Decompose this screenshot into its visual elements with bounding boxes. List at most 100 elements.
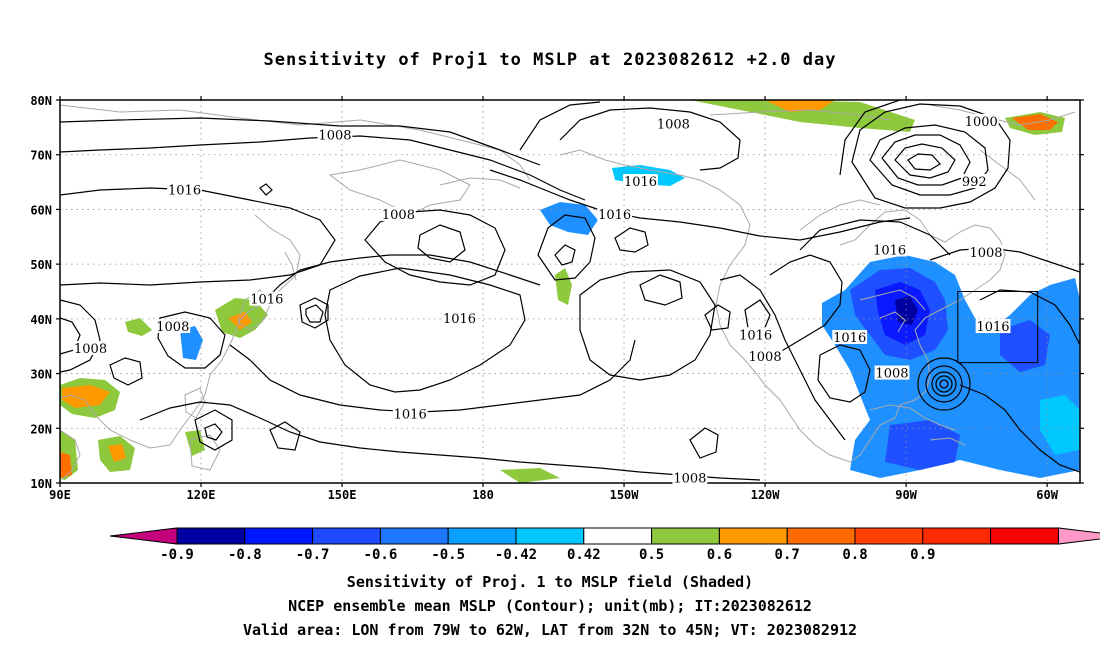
contour-label-bg <box>155 319 191 334</box>
contour-label: 1008 <box>318 129 351 144</box>
colorbar-tick-label: 0.42 <box>567 547 601 563</box>
lon-label: 90E <box>49 488 71 502</box>
shade-cyan-bering <box>540 202 598 235</box>
shade-negative-core-3 <box>895 296 918 325</box>
contour-label-bg <box>249 291 285 306</box>
contour-label: 1016 <box>598 208 631 223</box>
contour-label: 1008 <box>969 246 1002 261</box>
colorbar <box>109 527 1100 545</box>
shade-green-pacific <box>555 268 572 305</box>
caption-line-3: Valid area: LON from 79W to 62W, LAT fro… <box>242 621 858 639</box>
mslp-contours <box>60 100 1080 481</box>
colorbar-segment <box>176 527 246 545</box>
shade-green-wpac <box>185 430 205 456</box>
shade-green-arctic-1 <box>690 100 915 132</box>
colorbar-segment <box>922 527 992 545</box>
shade-cyan-japan <box>180 326 203 360</box>
contour-label: 992 <box>962 175 987 190</box>
contour-label: 1008 <box>749 350 782 365</box>
contour-label: 1016 <box>833 331 866 346</box>
contour-label: 1016 <box>624 175 657 190</box>
contour-label: 1008 <box>156 320 189 335</box>
contour-label: 1016 <box>739 328 772 343</box>
contour-label: 1016 <box>873 243 906 258</box>
shade-green-mid <box>500 468 560 483</box>
colorbar-tick-label: -0.5 <box>431 547 465 563</box>
map-title: Sensitivity of Proj1 to MSLP at 20230826… <box>263 50 837 70</box>
lon-label: 150W <box>610 488 640 502</box>
contour-label-bg <box>960 174 988 189</box>
contour-label-bg <box>381 206 416 221</box>
contour-label: 1008 <box>74 342 107 357</box>
lat-label: 30N <box>30 368 52 382</box>
contour-label: 1016 <box>443 312 476 327</box>
contour-label: 1016 <box>250 293 283 308</box>
lat-label: 80N <box>30 94 52 108</box>
shade-orange-bay <box>108 444 126 462</box>
colorbar-segment <box>651 527 720 545</box>
colorbar-tick-label: -0.7 <box>296 547 330 563</box>
longitude-labels: 90E 120E 150E 180 150W 120W 90W 60W <box>49 488 1059 502</box>
contour-label-bg <box>963 113 999 128</box>
contour-label-bg <box>747 349 783 364</box>
coastlines <box>60 104 1076 481</box>
colorbar-segment <box>854 527 924 545</box>
map-frame <box>59 99 1081 484</box>
colorbar-segment <box>447 527 517 545</box>
contour-label-bg <box>975 319 1011 334</box>
colorbar-segment <box>786 527 856 545</box>
contour-label: 1016 <box>976 320 1009 335</box>
colorbar-segment <box>515 527 585 545</box>
lat-label: 60N <box>30 203 52 217</box>
lon-label: 120W <box>751 488 781 502</box>
colorbar-segment <box>379 527 449 545</box>
valid-area-box <box>957 291 1039 364</box>
contour-label-bg <box>392 406 428 421</box>
colorbar-arrow-left <box>109 527 178 545</box>
lat-label: 10N <box>30 477 52 491</box>
contour-label: 1008 <box>673 472 706 487</box>
lon-label: 120E <box>187 488 216 502</box>
lat-label: 40N <box>30 313 52 327</box>
sensitivity-shading <box>60 100 1080 483</box>
contour-label-bg <box>874 365 910 380</box>
colorbar-tick-label: 0.7 <box>775 547 800 563</box>
shade-orange-arctic <box>765 100 835 112</box>
contour-labels: 1008 1008 1000 992 1016 1016 1008 1016 1016 1008 1… <box>73 113 1011 487</box>
contour-label: 1016 <box>394 408 427 423</box>
contour-label: 1016 <box>168 183 201 198</box>
caption-line-1: Sensitivity of Proj. 1 to MSLP field (Sh… <box>346 573 754 591</box>
colorbar-segment <box>244 527 314 545</box>
contour-label-bg <box>872 242 908 257</box>
contour-label-bg <box>832 330 868 345</box>
colorbar-segment <box>312 527 381 545</box>
axis-ticks <box>56 96 1084 487</box>
colorbar-tick-label: -0.9 <box>160 547 194 563</box>
contour-label-bg <box>73 340 108 355</box>
colorbar-labels: -0.9 -0.8 -0.7 -0.6 -0.5 -0.42 0.42 0.5 0.6 0.7 0.… <box>160 547 935 563</box>
shade-negative-atlantic-2 <box>1040 395 1080 455</box>
contour-label-bg <box>738 327 774 342</box>
contour-label-bg <box>968 245 1004 260</box>
contour-label-bg <box>442 310 477 325</box>
caption-line-2: NCEP ensemble mean MSLP (Contour); unit(… <box>288 597 812 615</box>
colorbar-segment <box>990 527 1059 545</box>
shade-green-china <box>125 318 152 336</box>
shade-orange-india <box>60 452 72 478</box>
colorbar-segment <box>583 527 653 545</box>
contour-label-bg <box>672 470 708 485</box>
colorbar-segment <box>718 527 788 545</box>
colorbar-tick-label: 0.8 <box>842 547 867 563</box>
shade-orange-asia-sw <box>62 385 110 408</box>
shade-negative-south <box>885 420 960 470</box>
lon-label: 180 <box>472 488 494 502</box>
colorbar-tick-label: -0.42 <box>495 547 537 563</box>
lat-label: 70N <box>30 149 52 163</box>
contour-label: 1000 <box>965 115 998 130</box>
lat-label: 50N <box>30 258 52 272</box>
contour-label: 1008 <box>875 367 908 382</box>
colorbar-tick-label: -0.8 <box>228 547 262 563</box>
contour-label-bg <box>597 206 633 221</box>
contour-label-bg <box>656 116 691 131</box>
